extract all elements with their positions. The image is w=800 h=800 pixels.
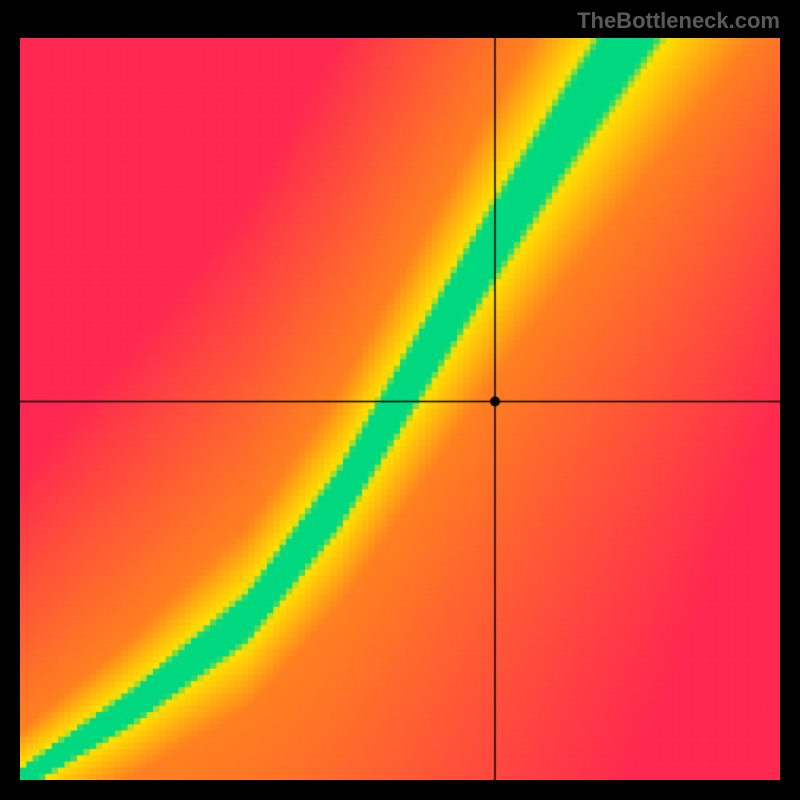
heatmap-canvas bbox=[20, 38, 780, 780]
bottleneck-heatmap-chart bbox=[20, 38, 780, 780]
watermark-text: TheBottleneck.com bbox=[577, 8, 780, 34]
